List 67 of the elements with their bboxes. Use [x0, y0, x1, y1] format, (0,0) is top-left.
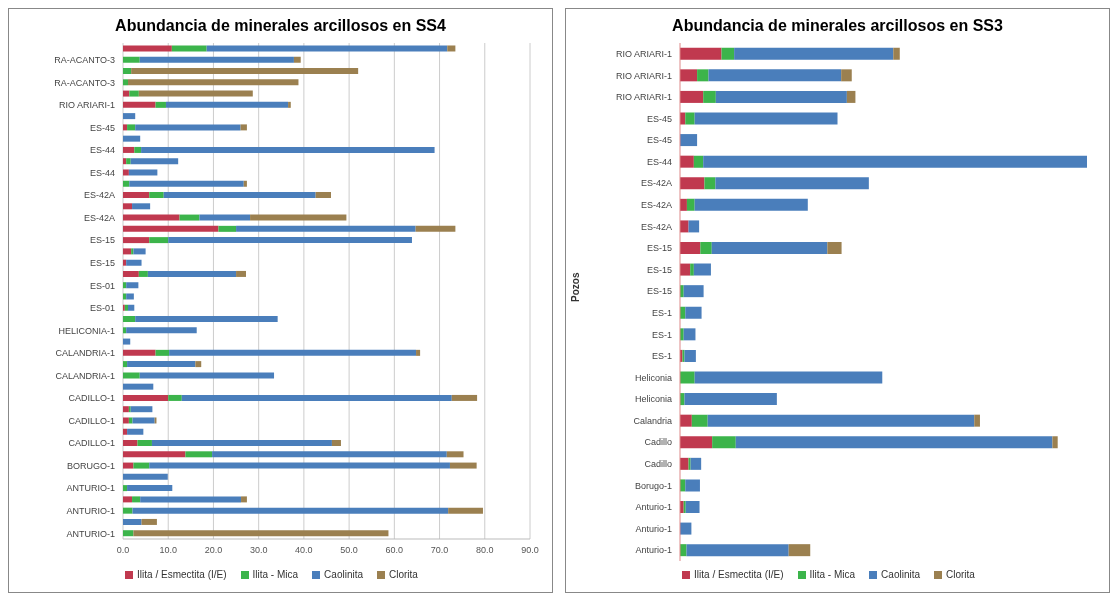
y-tick-label: RIO ARIARI-1	[615, 48, 672, 59]
y-tick-label: Anturio-1	[635, 545, 672, 556]
y-tick-label: RIO ARIARI-1	[58, 100, 115, 111]
y-tick-label: ES-44	[89, 167, 115, 178]
legend-label: Clorita	[945, 569, 975, 580]
y-tick-label: Heliconia	[634, 394, 672, 405]
x-tick-label: 80.0	[476, 545, 494, 556]
y-tick-label: HELICONIA-1	[58, 325, 115, 336]
y-tick-label: Borugo-1	[634, 480, 672, 491]
y-tick-label: ES-42A	[83, 212, 115, 223]
legend-label: Clorita	[388, 569, 418, 580]
y-tick-label: ES-42A	[83, 190, 115, 201]
legend-label: Ilita / Esmectita (I/E)	[136, 569, 227, 580]
legend-label: Caolinita	[880, 569, 921, 580]
x-tick-label: 10.0	[159, 545, 177, 556]
y-tick-label: CALANDRIA-1	[55, 370, 115, 381]
y-tick-label: ES-42A	[640, 178, 672, 189]
y-tick-label: ES-15	[646, 264, 672, 275]
y-tick-label: ES-45	[89, 122, 115, 133]
y-tick-label: Anturio-1	[635, 502, 672, 513]
y-tick-label: CADILLO-1	[68, 438, 115, 449]
y-tick-label: ANTURIO-1	[66, 506, 115, 517]
y-tick-label: ES-1	[651, 329, 672, 340]
y-tick-label: RA-ACANTO-3	[54, 77, 115, 88]
y-tick-label: ES-44	[646, 156, 672, 167]
y-tick-label: ES-42A	[640, 200, 672, 211]
legend-label: Caolinita	[323, 569, 364, 580]
y-tick-label: CALANDRIA-1	[55, 348, 115, 359]
y-tick-label: ES-01	[89, 280, 115, 291]
y-tick-label: ES-1	[651, 351, 672, 362]
chart-title: Abundancia de minerales arcillosos en SS3	[671, 16, 1004, 36]
y-axis-title: Pozos	[569, 272, 581, 302]
y-tick-label: RIO ARIARI-1	[615, 92, 672, 103]
y-tick-label: CADILLO-1	[68, 393, 115, 404]
y-tick-label: Calandria	[633, 415, 672, 426]
y-tick-label: ES-15	[646, 286, 672, 297]
y-tick-label: ES-15	[89, 235, 115, 246]
y-tick-label: ES-44	[89, 145, 115, 156]
x-tick-label: 50.0	[340, 545, 358, 556]
y-tick-label: ES-45	[646, 135, 672, 146]
y-tick-label: Heliconia	[634, 372, 672, 383]
legend-label: Ilita - Mica	[251, 569, 299, 580]
chart-title: Abundancia de minerales arcillosos en SS4	[114, 16, 447, 36]
x-tick-label: 20.0	[204, 545, 223, 556]
x-tick-label: 70.0	[430, 545, 449, 556]
y-tick-label: ES-1	[651, 307, 672, 318]
x-tick-label: 40.0	[295, 545, 313, 556]
y-tick-label: Cadillo	[644, 459, 672, 470]
y-tick-label: ES-15	[89, 258, 115, 269]
legend-label: Ilita / Esmectita (I/E)	[693, 569, 784, 580]
y-tick-label: RIO ARIARI-1	[615, 70, 672, 81]
x-tick-label: 60.0	[385, 545, 404, 556]
x-tick-label: 90.0	[521, 545, 539, 556]
y-tick-label: BORUGO-1	[66, 460, 115, 471]
y-tick-label: ES-01	[89, 303, 115, 314]
y-tick-label: Anturio-1	[635, 523, 672, 534]
y-tick-label: RA-ACANTO-3	[54, 55, 115, 66]
y-tick-label: ES-45	[646, 113, 672, 124]
y-tick-label: ANTURIO-1	[66, 528, 115, 539]
legend-label: Ilita - Mica	[808, 569, 856, 580]
y-tick-label: CADILLO-1	[68, 415, 115, 426]
y-tick-label: ES-42A	[640, 221, 672, 232]
x-tick-label: 0.0	[116, 545, 130, 556]
y-tick-label: ANTURIO-1	[66, 483, 115, 494]
y-tick-label: ES-15	[646, 243, 672, 254]
y-tick-label: Cadillo	[644, 437, 672, 448]
x-tick-label: 30.0	[249, 545, 268, 556]
